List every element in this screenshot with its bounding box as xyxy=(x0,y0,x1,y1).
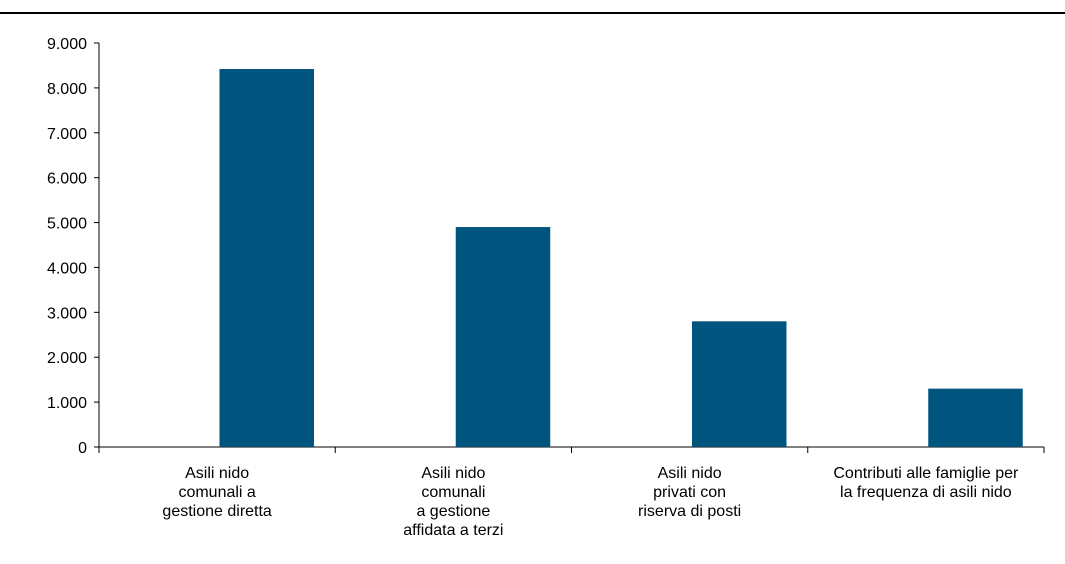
x-axis xyxy=(98,446,1045,453)
bar xyxy=(455,227,551,447)
category-labels: Asili nido comunali a gestione diretta Asil… xyxy=(162,465,1019,539)
y-tick-label: 5.000 xyxy=(47,216,87,233)
y-tick-label: 0 xyxy=(78,440,87,457)
y-tick-label: 4.000 xyxy=(47,260,87,277)
bar xyxy=(928,388,1023,447)
x-category-label: Asili nido privati con riserva di posti xyxy=(638,465,741,520)
y-tick-label: 9.000 xyxy=(47,36,87,53)
bars xyxy=(219,69,1023,447)
x-category-label: Contributi alle famiglie per la frequenza… xyxy=(833,465,1019,501)
y-tick-label: 2.000 xyxy=(47,350,87,367)
y-tick-label: 3.000 xyxy=(47,305,87,322)
y-tick-label: 1.000 xyxy=(47,395,87,412)
x-category-label: Asili nido comunali a gestione diretta xyxy=(162,465,272,520)
y-axis: 0 1.000 2.000 3.000 4.000 5.000 6.000 7.000 8.00… xyxy=(47,36,100,457)
y-tick-label: 6.000 xyxy=(47,171,87,188)
y-tick-label: 7.000 xyxy=(47,126,87,143)
bar xyxy=(691,321,787,447)
y-tick-label: 8.000 xyxy=(47,81,87,98)
x-category-label: Asili nido comunali a gestione affidata a t… xyxy=(403,465,503,539)
bar xyxy=(219,69,314,447)
